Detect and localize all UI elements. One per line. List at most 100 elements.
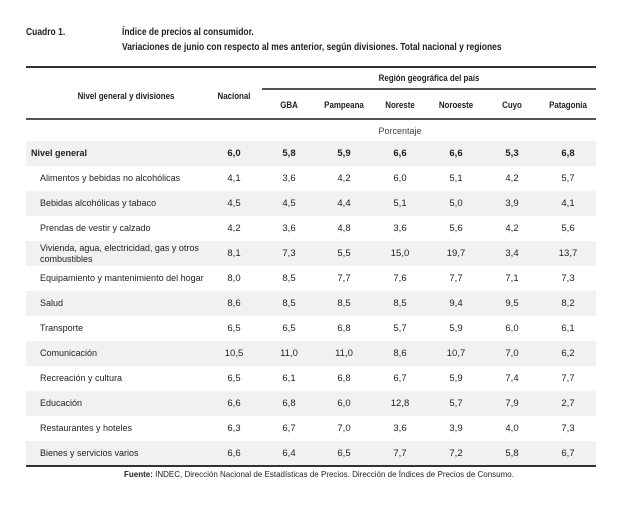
cell-value: 4,2 xyxy=(337,173,351,184)
cell-value: 5,6 xyxy=(561,223,575,234)
cell-value: 3,6 xyxy=(282,223,296,234)
source-note: Fuente: INDEC, Dirección Nacional de Est… xyxy=(0,470,638,479)
table-row: Transporte 6,5 6,5 6,8 5,7 5,9 6,0 6,1 xyxy=(26,316,596,341)
table-row: Vivienda, agua, electricidad, gas y otro… xyxy=(26,241,596,266)
cell-value: 5,9 xyxy=(449,373,463,384)
table-row: Prendas de vestir y calzado 4,2 3,6 4,8 3,6 5… xyxy=(26,216,596,241)
cell-value: 7,3 xyxy=(282,248,296,259)
table-row: Comunicación 10,5 11,0 11,0 8,6 10,7 7,0 6,2 xyxy=(26,341,596,366)
row-label: Recreación y cultura xyxy=(40,373,123,383)
unit-label: Porcentaje xyxy=(378,126,422,136)
cell-value: 7,7 xyxy=(337,273,351,284)
cell-value: 4,0 xyxy=(505,423,519,434)
cell-value: 8,5 xyxy=(337,298,351,309)
row-label: Bebidas alcohólicas y tabaco xyxy=(40,198,157,208)
cell-value: 6,0 xyxy=(227,148,241,159)
source-label: Fuente: xyxy=(124,470,153,479)
cell-value: 3,6 xyxy=(393,223,407,234)
row-label: Vivienda, agua, electricidad, gas y otro… xyxy=(40,242,199,264)
cell-value: 6,6 xyxy=(393,148,407,159)
cell-value: 2,7 xyxy=(561,398,575,409)
cell-value: 5,8 xyxy=(282,148,296,159)
source-text: INDEC, Dirección Nacional de Estadística… xyxy=(152,470,514,479)
cell-value: 5,1 xyxy=(449,173,463,184)
cell-value: 8,5 xyxy=(282,273,296,284)
row-label: Transporte xyxy=(40,323,84,333)
cell-value: 7,0 xyxy=(505,348,519,359)
national-header: Nacional xyxy=(217,91,251,101)
row-label: Comunicación xyxy=(40,348,98,358)
cell-value: 5,5 xyxy=(337,248,351,259)
cell-value: 5,7 xyxy=(393,323,407,334)
cell-value: 8,0 xyxy=(227,273,241,284)
cell-value: 4,2 xyxy=(505,173,519,184)
cell-value: 7,7 xyxy=(561,373,575,384)
cell-value: 6,7 xyxy=(282,423,296,434)
region-header: Patagonia xyxy=(549,100,587,110)
row-label: Alimentos y bebidas no alcohólicas xyxy=(40,173,181,183)
table-row: Educación 6,6 6,8 6,0 12,8 5,7 7,9 2,7 xyxy=(26,391,596,416)
cell-value: 8,5 xyxy=(393,298,407,309)
cell-value: 5,7 xyxy=(561,173,575,184)
cell-value: 7,3 xyxy=(561,273,575,284)
cell-value: 7,1 xyxy=(505,273,519,284)
table-row: Bebidas alcohólicas y tabaco 4,5 4,5 4,4 5,1… xyxy=(26,191,596,216)
bottom-rule xyxy=(26,465,596,467)
cell-value: 19,7 xyxy=(446,248,466,259)
cell-value: 5,3 xyxy=(505,148,519,159)
region-rule xyxy=(262,88,596,90)
cell-value: 6,5 xyxy=(337,448,351,459)
cell-value: 6,4 xyxy=(282,448,296,459)
cell-value: 3,6 xyxy=(282,173,296,184)
table-row: Restaurantes y hoteles 6,3 6,7 7,0 3,6 3,9 4,0… xyxy=(26,416,596,441)
cell-value: 6,3 xyxy=(227,423,241,434)
cell-value: 6,5 xyxy=(227,323,241,334)
cell-value: 5,6 xyxy=(449,223,463,234)
table-subtitle: Variaciones de junio con respecto al mes… xyxy=(122,42,502,53)
cell-value: 7,3 xyxy=(561,423,575,434)
cell-value: 6,7 xyxy=(393,373,407,384)
cell-value: 4,5 xyxy=(282,198,296,209)
cell-value: 5,7 xyxy=(449,398,463,409)
cell-value: 6,2 xyxy=(561,348,575,359)
cell-value: 10,5 xyxy=(224,348,244,359)
cell-value: 5,1 xyxy=(393,198,407,209)
table-row: Alimentos y bebidas no alcohólicas 4,1 3,6… xyxy=(26,166,596,191)
cell-value: 6,0 xyxy=(505,323,519,334)
region-header: Pampeana xyxy=(324,100,364,110)
cell-value: 5,8 xyxy=(505,448,519,459)
cell-value: 6,5 xyxy=(282,323,296,334)
cell-value: 6,8 xyxy=(561,148,575,159)
cell-value: 8,2 xyxy=(561,298,575,309)
region-header: GBA xyxy=(280,100,298,110)
cell-value: 7,0 xyxy=(337,423,351,434)
cell-value: 4,8 xyxy=(337,223,351,234)
cell-value: 6,8 xyxy=(282,398,296,409)
cell-value: 8,6 xyxy=(393,348,407,359)
cell-value: 7,4 xyxy=(505,373,519,384)
cell-value: 13,7 xyxy=(558,248,578,259)
row-label: Bienes y servicios varios xyxy=(40,448,139,458)
cell-value: 3,9 xyxy=(505,198,519,209)
cell-value: 8,6 xyxy=(227,298,241,309)
cell-value: 6,1 xyxy=(282,373,296,384)
region-header: Noreste xyxy=(385,100,415,110)
cell-value: 9,4 xyxy=(449,298,463,309)
table-row: Equipamiento y mantenimiento del hogar 8,… xyxy=(26,266,596,291)
cell-value: 6,7 xyxy=(561,448,575,459)
row-label: Restaurantes y hoteles xyxy=(40,423,133,433)
cell-value: 15,0 xyxy=(390,248,410,259)
cell-value: 4,2 xyxy=(227,223,241,234)
cell-value: 6,6 xyxy=(227,448,241,459)
cell-value: 6,1 xyxy=(561,323,575,334)
cell-value: 8,1 xyxy=(227,248,241,259)
region-header: Cuyo xyxy=(502,100,522,110)
row-label: Educación xyxy=(40,398,83,408)
table-row: Bienes y servicios varios 6,6 6,4 6,5 7,7 7,2… xyxy=(26,441,596,466)
row-label: Equipamiento y mantenimiento del hogar xyxy=(40,273,204,283)
row-label: Prendas de vestir y calzado xyxy=(40,223,151,233)
cell-value: 7,7 xyxy=(449,273,463,284)
cell-value: 3,4 xyxy=(505,248,519,259)
cell-value: 7,2 xyxy=(449,448,463,459)
